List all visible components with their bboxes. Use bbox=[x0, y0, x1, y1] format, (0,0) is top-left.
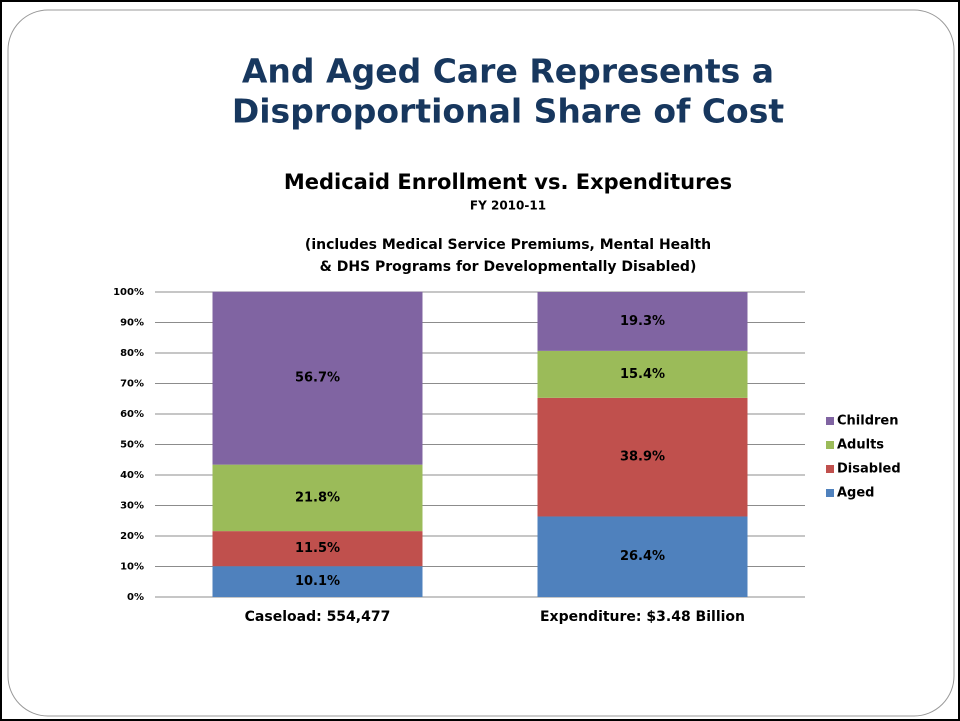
data-label: 10.1% bbox=[295, 574, 340, 589]
legend-swatch bbox=[826, 465, 834, 473]
legend-label: Disabled bbox=[837, 462, 901, 477]
data-label: 11.5% bbox=[295, 541, 340, 556]
y-tick-label: 10% bbox=[120, 562, 144, 573]
y-tick-label: 20% bbox=[120, 531, 144, 542]
legend-label: Children bbox=[837, 414, 899, 429]
bar-segment bbox=[537, 397, 748, 517]
x-tick-label: Expenditure: $3.48 Billion bbox=[540, 609, 745, 625]
legend-label: Aged bbox=[837, 486, 875, 501]
y-tick-label: 40% bbox=[120, 470, 144, 481]
bar-segment bbox=[537, 292, 748, 351]
data-label: 15.4% bbox=[620, 367, 665, 382]
y-tick-label: 30% bbox=[120, 501, 144, 512]
data-label: 19.3% bbox=[620, 314, 665, 329]
data-label: 38.9% bbox=[620, 450, 665, 465]
bar-segment bbox=[537, 350, 748, 398]
data-label: 56.7% bbox=[295, 371, 340, 386]
chart-title: Medicaid Enrollment vs. Expenditures bbox=[284, 170, 732, 194]
y-tick-label: 0% bbox=[127, 592, 144, 603]
chart-subtitle: FY 2010-11 bbox=[470, 199, 546, 213]
legend-label: Adults bbox=[837, 438, 884, 453]
slide-title: Disproportional Share of Cost bbox=[232, 92, 785, 131]
y-tick-label: 80% bbox=[120, 348, 144, 359]
legend-swatch bbox=[826, 489, 834, 497]
data-label: 26.4% bbox=[620, 549, 665, 564]
slide-title: And Aged Care Represents a bbox=[242, 52, 774, 91]
legend-swatch bbox=[826, 441, 834, 449]
y-tick-label: 60% bbox=[120, 409, 144, 420]
bar-segment bbox=[212, 566, 423, 597]
bar-segment bbox=[212, 464, 423, 532]
y-tick-label: 90% bbox=[120, 318, 144, 329]
data-label: 21.8% bbox=[295, 490, 340, 505]
x-tick-label: Caseload: 554,477 bbox=[245, 609, 391, 625]
legend-swatch bbox=[826, 417, 834, 425]
chart-note: & DHS Programs for Developmentally Disab… bbox=[320, 259, 697, 275]
bar-segment bbox=[212, 291, 423, 465]
y-tick-label: 100% bbox=[113, 287, 144, 298]
y-tick-label: 50% bbox=[120, 440, 144, 451]
y-tick-label: 70% bbox=[120, 379, 144, 390]
bar-segment bbox=[212, 531, 423, 567]
chart-note: (includes Medical Service Premiums, Ment… bbox=[305, 237, 711, 253]
bar-segment bbox=[537, 516, 748, 597]
